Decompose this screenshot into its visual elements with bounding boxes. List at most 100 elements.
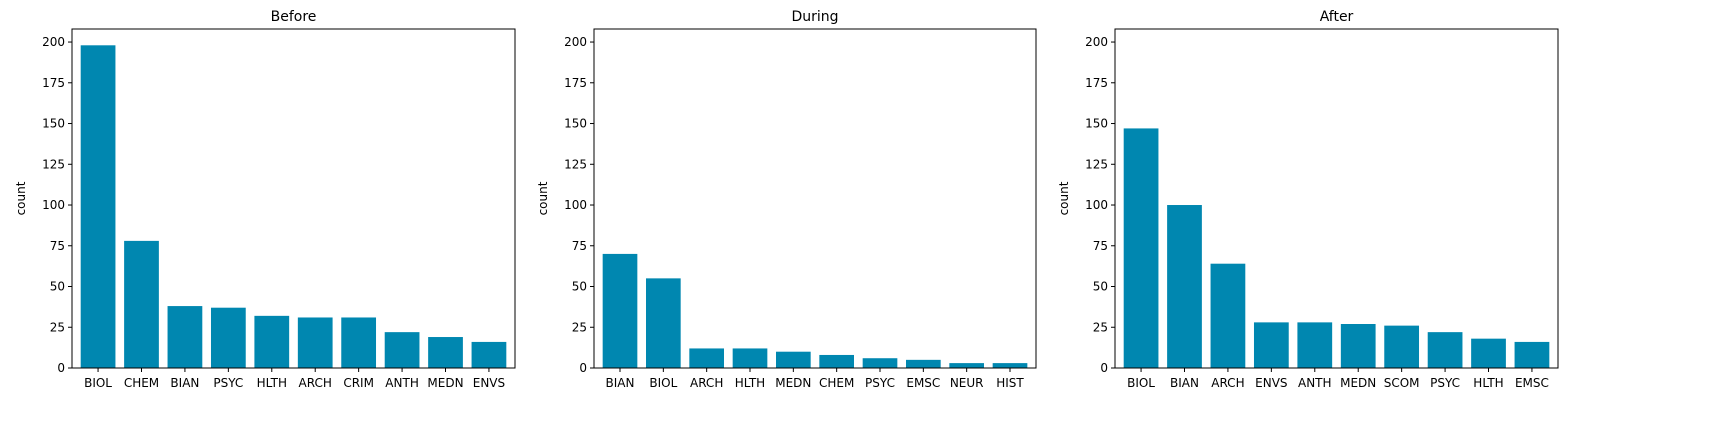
bar-envs: [471, 341, 507, 368]
y-tick-label: 125: [42, 157, 65, 171]
bar-bian: [167, 306, 203, 368]
y-tick-label: 100: [1085, 198, 1108, 212]
y-tick-label: 25: [572, 320, 587, 334]
y-tick-label: 50: [572, 280, 587, 294]
bar-bian: [602, 253, 638, 368]
x-tick-label: ANTH: [1298, 376, 1332, 390]
y-tick-label: 150: [564, 117, 587, 131]
x-tick-label: BIAN: [606, 376, 635, 390]
y-tick-label: 25: [50, 320, 65, 334]
bar-emsc: [906, 359, 941, 368]
x-tick-label: CRIM: [343, 376, 374, 390]
bar-medn: [1340, 324, 1376, 368]
axes-frame: [593, 28, 1037, 369]
bar-chem: [819, 354, 854, 368]
y-tick-label: 150: [42, 117, 65, 131]
y-tick-label: 0: [579, 361, 587, 375]
bar-medn: [776, 351, 811, 368]
x-tick-label: MEDN: [427, 376, 463, 390]
y-tick-label: 200: [1085, 35, 1108, 49]
y-tick-label: 175: [1085, 76, 1108, 90]
axes-frame: [71, 28, 516, 369]
x-tick-label: HLTH: [1473, 376, 1503, 390]
x-tick-label: CHEM: [819, 376, 854, 390]
x-tick-label: ARCH: [1211, 376, 1244, 390]
y-tick-label: 175: [42, 76, 65, 90]
x-tick-label: BIOL: [649, 376, 677, 390]
y-axis-label: count: [1057, 181, 1071, 215]
y-axis-label: count: [14, 181, 28, 215]
bar-neur: [949, 363, 984, 368]
bar-hlth: [254, 315, 290, 368]
bar-anth: [1297, 322, 1333, 368]
x-tick-label: ARCH: [299, 376, 332, 390]
x-tick-label: HIST: [996, 376, 1024, 390]
bar-hist: [992, 363, 1028, 368]
axes-frame: [1114, 28, 1559, 369]
y-tick-label: 175: [564, 76, 587, 90]
x-tick-label: CHEM: [124, 376, 159, 390]
y-tick-label: 125: [564, 157, 587, 171]
bar-arch: [1210, 263, 1246, 368]
bar-crim: [341, 317, 377, 368]
x-tick-label: HLTH: [257, 376, 287, 390]
x-tick-label: PSYC: [865, 376, 895, 390]
y-tick-label: 200: [564, 35, 587, 49]
x-tick-label: MEDN: [775, 376, 811, 390]
bar-chem: [124, 240, 159, 369]
y-tick-label: 25: [1093, 320, 1108, 334]
bar-arch: [297, 317, 333, 368]
x-tick-label: BIAN: [170, 376, 199, 390]
x-tick-label: ENVS: [473, 376, 505, 390]
x-tick-label: ARCH: [690, 376, 723, 390]
chart-title: After: [1320, 9, 1354, 25]
x-tick-label: HLTH: [735, 376, 765, 390]
y-tick-label: 100: [42, 198, 65, 212]
bar-psyc: [1427, 332, 1463, 368]
chart-panel-2: 0 25 50 75 100 125 150 175 200 BIAN BIOL ARCH HLTH ME…: [536, 9, 1037, 390]
bar-arch: [689, 348, 724, 368]
bar-biol: [646, 278, 681, 368]
x-tick-label: EMSC: [906, 376, 940, 390]
x-tick-label: PSYC: [1430, 376, 1460, 390]
chart-panel-1: 0 25 50 75 100 125 150 175 200 BIOL CHEM BIAN PSYC HL…: [14, 9, 516, 390]
bar-hlth: [732, 348, 768, 368]
x-tick-label: NEUR: [950, 376, 984, 390]
x-tick-label: ANTH: [385, 376, 419, 390]
chart-title: Before: [271, 9, 317, 25]
y-tick-label: 125: [1085, 157, 1108, 171]
bar-scom: [1384, 325, 1420, 369]
y-tick-label: 50: [1093, 280, 1108, 294]
bar-psyc: [210, 307, 246, 368]
chart-title: During: [791, 9, 838, 25]
y-tick-label: 75: [50, 239, 65, 253]
y-tick-label: 75: [1093, 239, 1108, 253]
bar-biol: [1123, 128, 1159, 368]
bar-envs: [1253, 322, 1289, 368]
y-tick-label: 0: [1100, 361, 1108, 375]
bar-emsc: [1514, 341, 1550, 368]
bar-anth: [384, 332, 420, 368]
bar-hlth: [1471, 338, 1506, 368]
y-axis-label: count: [536, 181, 550, 215]
y-tick-label: 0: [57, 361, 65, 375]
x-tick-label: MEDN: [1340, 376, 1376, 390]
bar-biol: [80, 45, 116, 369]
y-tick-label: 75: [572, 239, 587, 253]
y-tick-label: 50: [50, 280, 65, 294]
y-tick-label: 100: [564, 198, 587, 212]
y-tick-label: 150: [1085, 117, 1108, 131]
x-tick-label: ENVS: [1255, 376, 1287, 390]
x-tick-label: BIAN: [1170, 376, 1199, 390]
x-tick-label: PSYC: [213, 376, 243, 390]
bar-medn: [428, 337, 463, 368]
chart-panel-3: 0 25 50 75 100 125 150 175 200 BIOL BIAN ARCH ENVS AN…: [1057, 9, 1559, 390]
x-tick-label: BIOL: [84, 376, 112, 390]
bar-bian: [1167, 205, 1202, 368]
y-tick-label: 200: [42, 35, 65, 49]
x-tick-label: SCOM: [1384, 376, 1420, 390]
x-tick-label: EMSC: [1515, 376, 1549, 390]
bar-psyc: [862, 358, 898, 368]
x-tick-label: BIOL: [1127, 376, 1155, 390]
